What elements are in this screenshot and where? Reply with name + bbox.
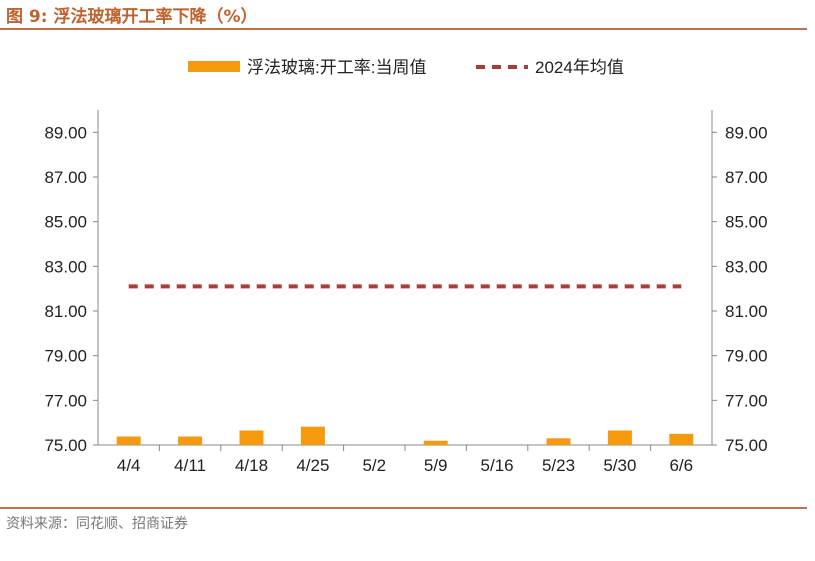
x-tick-label: 4/4 — [117, 456, 141, 475]
x-tick-label: 4/25 — [296, 456, 329, 475]
x-tick-label: 5/2 — [362, 456, 386, 475]
y-tick-label-right: 77.00 — [725, 391, 768, 410]
y-tick-label-right: 75.00 — [725, 436, 768, 455]
x-tick-label: 5/16 — [481, 456, 514, 475]
x-tick-label: 5/23 — [542, 456, 575, 475]
bar — [669, 433, 694, 445]
source-note: 资料来源：同花顺、招商证券 — [6, 516, 188, 532]
x-tick-label: 4/18 — [235, 456, 268, 475]
bar — [239, 430, 264, 445]
x-tick-label: 6/6 — [669, 456, 693, 475]
y-tick-label-left: 87.00 — [44, 168, 87, 187]
bar — [546, 438, 571, 445]
legend-line-label: 2024年均值 — [535, 58, 624, 77]
figure-title: 图 9: 浮法玻璃开工率下降（%） — [6, 7, 258, 27]
y-tick-label-left: 79.00 — [44, 347, 87, 366]
y-tick-label-right: 79.00 — [725, 347, 768, 366]
y-tick-label-right: 87.00 — [725, 168, 768, 187]
y-tick-label-right: 89.00 — [725, 123, 768, 142]
y-tick-label-right: 83.00 — [725, 257, 768, 276]
x-tick-label: 5/9 — [424, 456, 448, 475]
bar — [116, 436, 141, 445]
y-tick-label-left: 85.00 — [44, 213, 87, 232]
y-tick-label-left: 83.00 — [44, 257, 87, 276]
bar — [607, 430, 632, 445]
y-tick-label-right: 81.00 — [725, 302, 768, 321]
y-tick-label-right: 85.00 — [725, 213, 768, 232]
legend-bar-swatch — [188, 61, 240, 72]
y-tick-label-left: 75.00 — [44, 436, 87, 455]
x-tick-label: 5/30 — [603, 456, 636, 475]
bars — [116, 426, 694, 445]
bar — [178, 436, 203, 445]
x-tick-label: 4/11 — [174, 456, 206, 475]
bar — [300, 426, 325, 445]
legend: 浮法玻璃:开工率:当周值 2024年均值 — [188, 58, 624, 77]
legend-bar-label: 浮法玻璃:开工率:当周值 — [247, 58, 426, 77]
chart: 浮法玻璃:开工率:当周值 2024年均值 75.00 75.00 77.00 77.0… — [44, 58, 768, 475]
bar — [423, 440, 448, 445]
footer-rule — [0, 507, 807, 509]
y-tick-label-left: 81.00 — [44, 302, 87, 321]
y-tick-label-left: 77.00 — [44, 391, 87, 410]
y-tick-label-left: 89.00 — [44, 123, 87, 142]
title-bar: 图 9: 浮法玻璃开工率下降（%） — [0, 0, 807, 30]
axes: 75.00 75.00 77.00 77.00 79.00 79.00 81.00 81.00… — [44, 110, 768, 475]
